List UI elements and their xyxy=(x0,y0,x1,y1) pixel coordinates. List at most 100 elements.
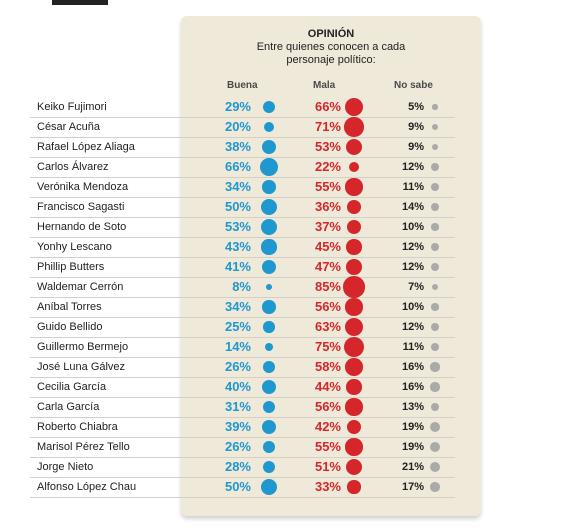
mala-dot xyxy=(345,298,363,316)
row-separator xyxy=(30,397,455,398)
politician-name: Marisol Pérez Tello xyxy=(37,441,130,453)
table-row: Alfonso López Chau 50% 33% 17% xyxy=(0,478,579,498)
buena-dot xyxy=(262,460,276,474)
table-row: Carlos Álvarez 66% 22% 12% xyxy=(0,157,579,178)
row-separator xyxy=(30,477,455,478)
table-row: Roberto Chiabra 39% 42% 19% xyxy=(0,418,579,438)
row-separator xyxy=(30,437,455,438)
buena-value: 8% xyxy=(232,279,251,294)
mala-dot xyxy=(345,138,363,156)
nosabe-value: 16% xyxy=(401,361,424,373)
row-separator xyxy=(30,137,455,138)
politician-name: Hernando de Soto xyxy=(37,221,127,233)
nosabe-value: 12% xyxy=(401,261,424,273)
nosabe-value: 7% xyxy=(408,281,424,293)
nosabe-value: 10% xyxy=(401,301,424,313)
nosabe-dot xyxy=(431,303,439,311)
nosabe-value: 11% xyxy=(402,341,424,353)
table-row: Marisol Pérez Tello 26% 55% 19% xyxy=(0,438,579,458)
mala-value: 75% xyxy=(314,339,341,354)
nosabe-dot xyxy=(431,123,439,131)
nosabe-value: 11% xyxy=(402,181,424,193)
column-header-buena: Buena xyxy=(227,80,258,91)
nosabe-value: 12% xyxy=(401,321,424,333)
chart-panel xyxy=(181,16,481,516)
buena-dot xyxy=(262,180,276,194)
buena-value: 53% xyxy=(224,219,251,234)
politician-name: Guillermo Bermejo xyxy=(37,341,129,353)
table-row: Francisco Sagasti 50% 36% 14% xyxy=(0,198,579,218)
buena-value: 50% xyxy=(224,199,251,214)
politician-name: Carla García xyxy=(37,401,100,413)
buena-dot xyxy=(260,218,278,236)
mala-value: 85% xyxy=(314,279,341,294)
nosabe-dot xyxy=(430,482,440,492)
mala-value: 22% xyxy=(314,159,341,174)
buena-dot xyxy=(263,361,275,373)
mala-dot xyxy=(346,419,362,435)
mala-value: 36% xyxy=(314,199,341,214)
mala-value: 63% xyxy=(314,319,341,334)
mala-dot xyxy=(344,97,364,117)
nosabe-dot xyxy=(431,323,439,331)
mala-value: 37% xyxy=(314,219,341,234)
nosabe-value: 17% xyxy=(401,481,424,493)
nosabe-dot xyxy=(431,183,439,191)
politician-name: Phillip Butters xyxy=(37,261,105,273)
buena-dot xyxy=(263,441,275,453)
politician-name: Verónika Mendoza xyxy=(37,181,129,193)
logo-mark xyxy=(52,0,108,5)
mala-dot xyxy=(347,220,361,234)
table-row: Guido Bellido 25% 63% 12% xyxy=(0,317,579,338)
nosabe-value: 19% xyxy=(401,441,424,453)
nosabe-value: 14% xyxy=(401,201,424,213)
mala-value: 53% xyxy=(314,139,341,154)
column-header-mala: Mala xyxy=(313,80,336,91)
table-row: Rafael López Aliaga 38% 53% 9% xyxy=(0,138,579,158)
table-row: Waldemar Cerrón 8% 85% 7% xyxy=(0,276,579,298)
buena-dot xyxy=(265,283,273,291)
buena-value: 28% xyxy=(224,459,251,474)
table-row: José Luna Gálvez 26% 58% 16% xyxy=(0,358,579,378)
mala-dot xyxy=(346,379,362,395)
politician-name: Waldemar Cerrón xyxy=(37,281,124,293)
buena-dot xyxy=(263,121,275,133)
mala-dot xyxy=(347,200,361,214)
table-row: Jorge Nieto 28% 51% 21% xyxy=(0,458,579,478)
mala-value: 44% xyxy=(314,379,341,394)
row-separator xyxy=(30,177,455,178)
mala-value: 71% xyxy=(314,119,341,134)
mala-value: 45% xyxy=(314,239,341,254)
table-row: Phillip Butters 41% 47% 12% xyxy=(0,258,579,278)
politician-name: Yonhy Lescano xyxy=(37,241,112,253)
buena-value: 39% xyxy=(224,419,251,434)
politician-name: Francisco Sagasti xyxy=(37,201,125,213)
mala-value: 33% xyxy=(314,479,341,494)
mala-dot xyxy=(346,239,362,255)
buena-value: 38% xyxy=(224,139,251,154)
politician-name: César Acuña xyxy=(37,121,100,133)
table-row: Hernando de Soto 53% 37% 10% xyxy=(0,218,579,238)
buena-value: 26% xyxy=(224,359,251,374)
row-separator xyxy=(30,157,455,158)
mala-dot xyxy=(346,259,362,275)
mala-value: 55% xyxy=(314,439,341,454)
mala-dot xyxy=(344,317,364,337)
nosabe-dot xyxy=(429,421,440,432)
buena-value: 14% xyxy=(224,339,251,354)
mala-dot xyxy=(344,117,364,137)
buena-value: 41% xyxy=(224,259,251,274)
buena-value: 26% xyxy=(224,439,251,454)
buena-value: 50% xyxy=(224,479,251,494)
table-row: Cecilia García 40% 44% 16% xyxy=(0,378,579,398)
buena-dot xyxy=(260,478,278,496)
politician-name: Cecilia García xyxy=(37,381,107,393)
mala-dot xyxy=(343,276,365,298)
nosabe-value: 9% xyxy=(408,141,424,153)
chart-subtitle: Entre quienes conocen a cada personaje p… xyxy=(256,41,406,66)
buena-dot xyxy=(262,100,276,114)
mala-dot xyxy=(345,178,363,196)
nosabe-value: 13% xyxy=(401,401,424,413)
buena-dot xyxy=(263,321,275,333)
table-row: Aníbal Torres 34% 56% 10% xyxy=(0,298,579,318)
